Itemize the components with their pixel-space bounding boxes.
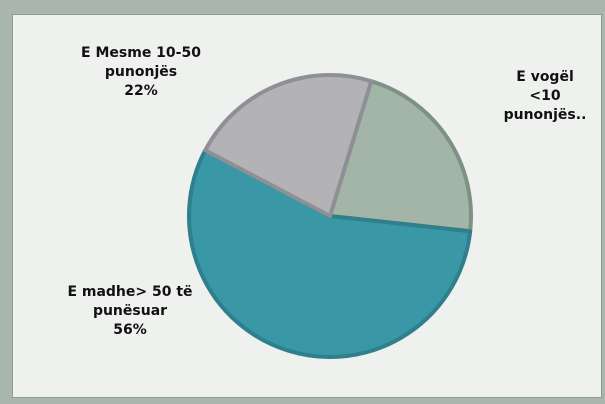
pie-slice — [328, 79, 473, 234]
slice-label: E Mesme 10-50 punonjës — [81, 45, 201, 80]
slice-value-label: 22% — [124, 83, 158, 99]
slice-value-label: 56% — [113, 322, 147, 338]
pie-slice — [187, 148, 473, 359]
pie-slice — [203, 73, 374, 218]
slice-label: E vogël <10 punonjës.. — [503, 69, 587, 123]
slice-label: E madhe> 50 të punësuar — [67, 284, 193, 319]
